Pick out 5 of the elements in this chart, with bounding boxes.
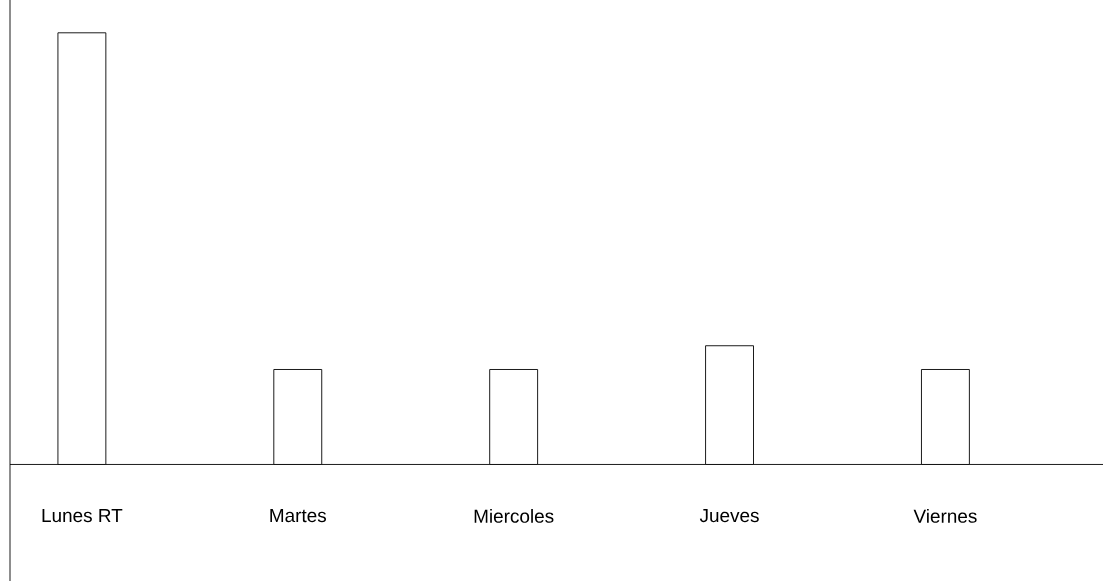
x-tick-label: Martes xyxy=(270,508,327,523)
x-tick-label: Jueves xyxy=(699,508,759,523)
x-tick-label: Lunes RT xyxy=(42,508,123,523)
x-tick-label: Viernes xyxy=(913,508,977,523)
x-tick-label: Miercoles xyxy=(474,508,554,523)
